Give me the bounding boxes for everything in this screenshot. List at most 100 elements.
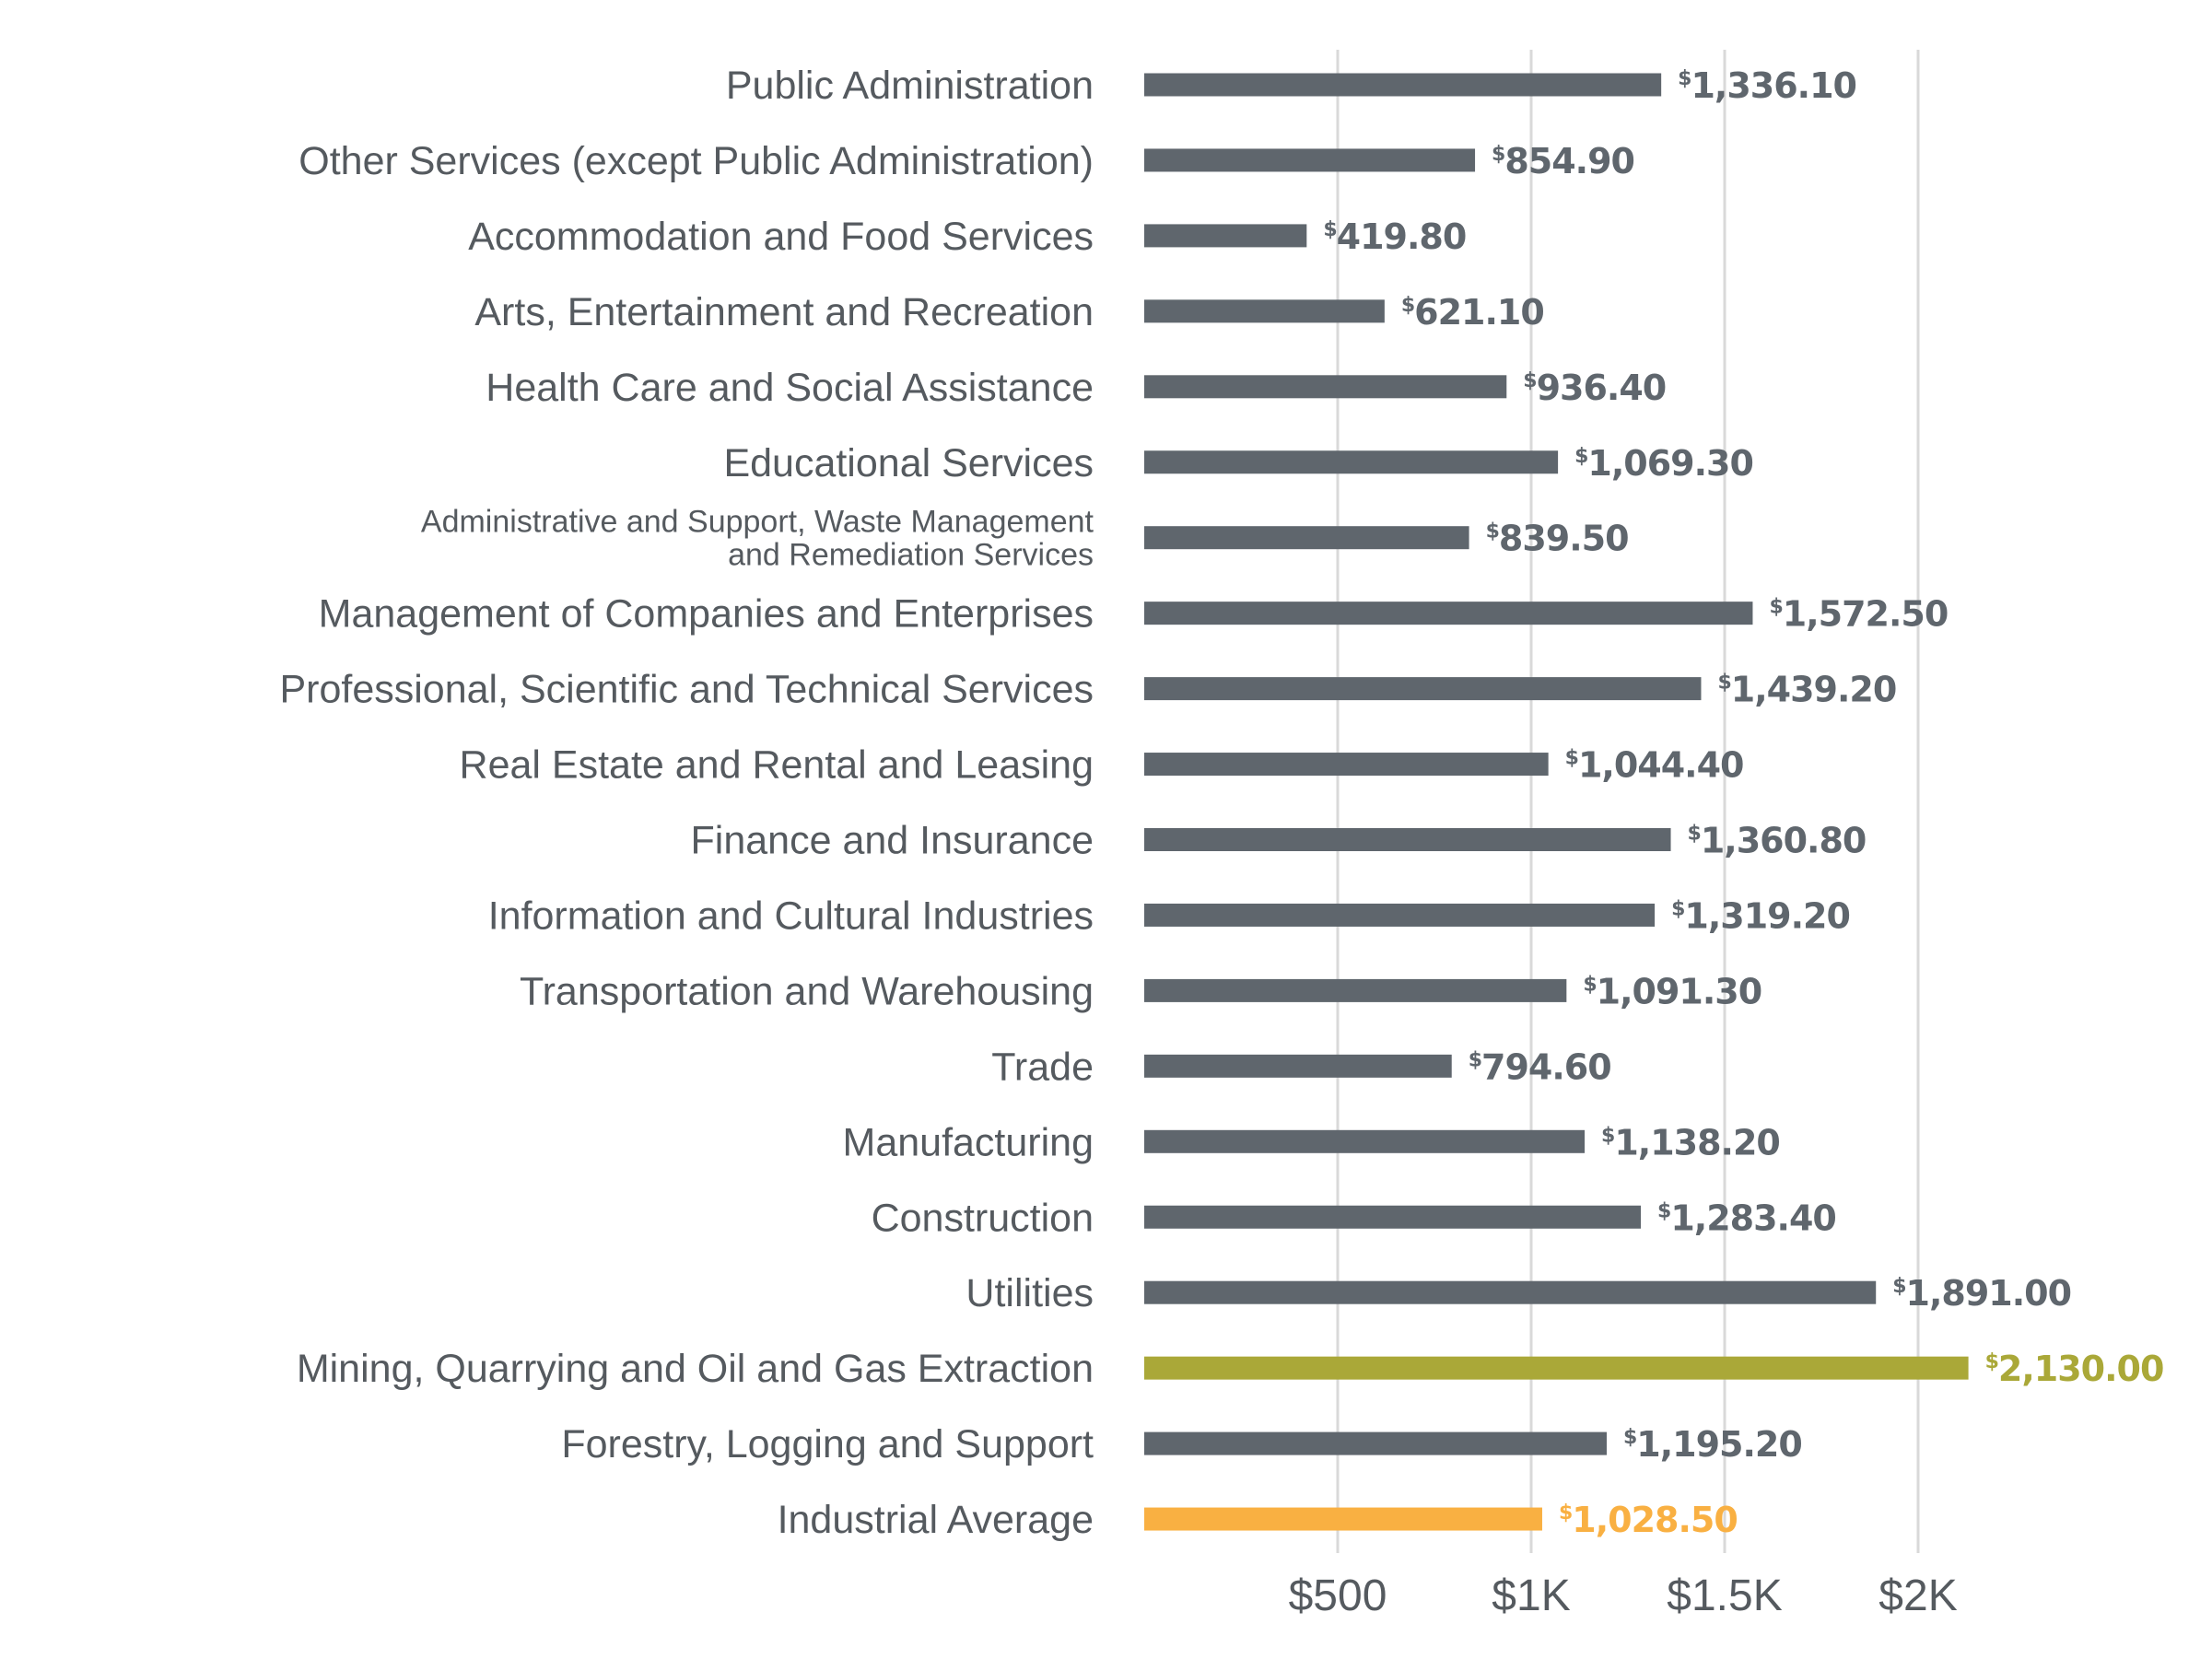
bar <box>1144 1280 1877 1304</box>
value-number: 1,091.30 <box>1597 971 1762 1011</box>
value-label: $419.80 <box>1323 216 1466 257</box>
value-label: $1,195.20 <box>1623 1424 1802 1465</box>
category-label: Trade <box>991 1045 1094 1089</box>
value-labels: $1,336.10$854.90$419.80$621.10$936.40$1,… <box>1323 65 2164 1540</box>
category-label: Health Care and Social Assistance <box>486 366 1094 410</box>
value-number: 1,336.10 <box>1691 65 1856 106</box>
value-label: $1,572.50 <box>1769 594 1948 635</box>
category-label: Accommodation and Food Services <box>468 215 1094 259</box>
currency-symbol: $ <box>1985 1350 1998 1373</box>
bar <box>1144 299 1385 323</box>
bar <box>1144 73 1662 97</box>
value-number: 419.80 <box>1337 216 1467 257</box>
value-number: 1,439.20 <box>1731 670 1897 710</box>
value-number: 1,283.40 <box>1670 1198 1836 1238</box>
category-label: Mining, Quarrying and Oil and Gas Extrac… <box>297 1347 1094 1391</box>
currency-symbol: $ <box>1565 747 1578 770</box>
category-label: Transportation and Warehousing <box>520 969 1094 1013</box>
value-label: $1,283.40 <box>1657 1198 1836 1238</box>
bar <box>1144 375 1507 399</box>
currency-symbol: $ <box>1401 294 1414 317</box>
value-label: $1,319.20 <box>1671 895 1850 936</box>
category-label: Manufacturing <box>843 1120 1094 1164</box>
value-label: $839.50 <box>1486 519 1629 559</box>
category-label: Management of Companies and Enterprises <box>319 592 1094 637</box>
bar <box>1144 1431 1607 1455</box>
category-label: Forestry, Logging and Support <box>561 1422 1094 1466</box>
currency-symbol: $ <box>1574 445 1587 468</box>
value-number: 2,130.00 <box>1998 1349 2164 1389</box>
value-label: $854.90 <box>1492 141 1634 181</box>
bar <box>1144 753 1549 777</box>
currency-symbol: $ <box>1523 369 1536 392</box>
category-labels: Public Administration Other Services (exc… <box>279 64 1094 1542</box>
category-label: Utilities <box>966 1271 1094 1315</box>
value-number: 854.90 <box>1504 141 1634 181</box>
currency-symbol: $ <box>1559 1501 1572 1525</box>
value-number: 1,891.00 <box>1906 1273 2072 1314</box>
value-label: $1,069.30 <box>1574 443 1753 484</box>
value-number: 1,138.20 <box>1614 1122 1780 1162</box>
currency-symbol: $ <box>1688 823 1701 846</box>
currency-symbol: $ <box>1892 1275 1905 1298</box>
currency-symbol: $ <box>1492 143 1504 166</box>
value-label: $1,138.20 <box>1601 1122 1780 1162</box>
value-number: 936.40 <box>1537 368 1667 408</box>
category-label: Construction <box>872 1196 1094 1240</box>
value-number: 794.60 <box>1481 1046 1611 1087</box>
category-label-line: Administrative and Support, Waste Manage… <box>421 505 1094 540</box>
gridlines <box>1336 50 1920 1553</box>
category-label: Professional, Scientific and Technical S… <box>279 668 1094 712</box>
value-number: 1,195.20 <box>1636 1424 1802 1465</box>
category-label: Other Services (except Public Administra… <box>298 139 1094 183</box>
bar <box>1144 450 1559 474</box>
category-label: Industrial Average <box>778 1498 1094 1542</box>
value-number: 1,319.20 <box>1684 895 1850 936</box>
bar <box>1144 978 1567 1002</box>
value-label: $1,044.40 <box>1565 745 1744 786</box>
currency-symbol: $ <box>1671 897 1684 920</box>
bars <box>1144 73 1969 1531</box>
currency-symbol: $ <box>1678 67 1691 90</box>
value-label: $1,028.50 <box>1559 1500 1738 1540</box>
value-number: 1,360.80 <box>1701 821 1867 861</box>
bar <box>1144 903 1656 927</box>
bar <box>1144 526 1469 550</box>
bar <box>1144 1356 1969 1380</box>
bar <box>1144 602 1753 625</box>
bar <box>1144 224 1307 248</box>
category-label-line: and Remediation Services <box>728 538 1094 573</box>
currency-symbol: $ <box>1469 1048 1481 1071</box>
value-label: $1,091.30 <box>1583 971 1761 1011</box>
category-label: Educational Services <box>723 441 1094 485</box>
bar <box>1144 1054 1452 1078</box>
x-tick-label: $500 <box>1289 1571 1387 1620</box>
value-label: $621.10 <box>1401 292 1544 333</box>
currency-symbol: $ <box>1623 1426 1636 1449</box>
category-label: Arts, Entertainment and Recreation <box>474 290 1094 334</box>
bar <box>1144 828 1671 851</box>
value-label: $1,439.20 <box>1717 670 1896 710</box>
value-number: 621.10 <box>1414 292 1544 333</box>
bar <box>1144 1507 1542 1531</box>
value-number: 839.50 <box>1499 519 1629 559</box>
x-tick-label: $1K <box>1492 1571 1570 1620</box>
x-tick-label: $1.5K <box>1667 1571 1782 1620</box>
currency-symbol: $ <box>1601 1124 1614 1147</box>
value-number: 1,572.50 <box>1783 594 1949 635</box>
value-number: 1,028.50 <box>1572 1500 1738 1540</box>
value-number: 1,069.30 <box>1587 443 1753 484</box>
bar <box>1144 1205 1642 1229</box>
currency-symbol: $ <box>1583 973 1596 996</box>
category-label: Public Administration <box>726 64 1094 108</box>
category-label: Administrative and Support, Waste Manage… <box>421 505 1094 573</box>
value-label: $1,891.00 <box>1892 1273 2071 1314</box>
category-label: Real Estate and Rental and Leasing <box>460 743 1094 788</box>
currency-symbol: $ <box>1769 596 1782 619</box>
value-label: $1,360.80 <box>1688 821 1867 861</box>
currency-symbol: $ <box>1717 672 1730 695</box>
value-number: 1,044.40 <box>1578 745 1744 786</box>
currency-symbol: $ <box>1657 1199 1670 1222</box>
bar <box>1144 677 1702 701</box>
